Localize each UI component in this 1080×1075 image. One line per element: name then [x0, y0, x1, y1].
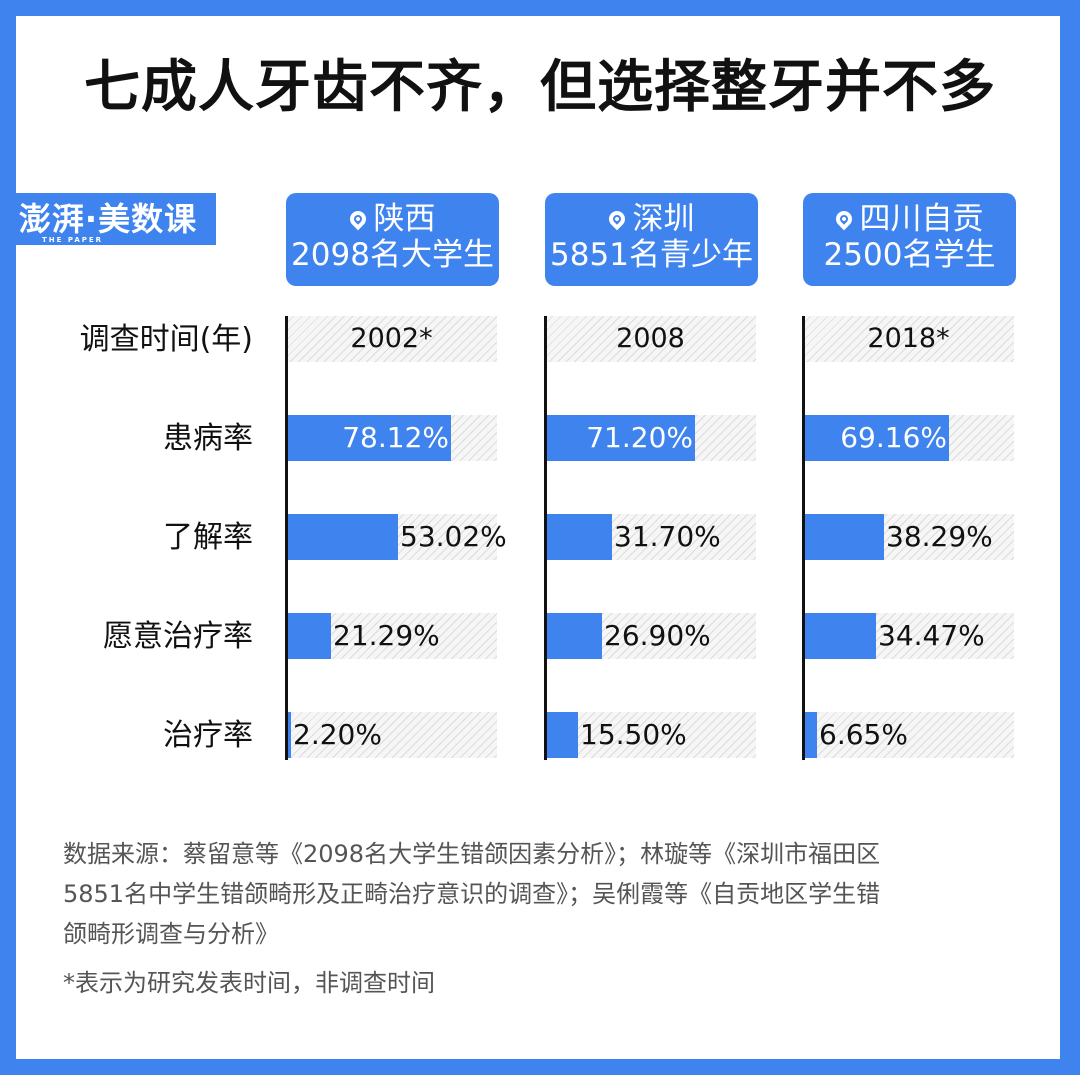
source-line: 颌畸形调查与分析》: [63, 920, 279, 948]
data-label: 34.47%: [878, 619, 985, 652]
bar: [545, 613, 602, 659]
location-pin-icon: [346, 207, 369, 231]
bar-track: [803, 712, 1014, 758]
chart-title: 七成人牙齿不齐，但选择整牙并不多: [84, 55, 996, 120]
bar-track: [545, 712, 756, 758]
region-sample: 2098名大学生: [291, 237, 494, 273]
data-label: 15.50%: [580, 718, 687, 751]
region-header-shenzhen: 深圳 5851名青少年: [545, 193, 758, 286]
bar: [545, 514, 612, 560]
logo-subtext: THE PAPER: [42, 236, 104, 244]
source-line: 数据来源：蔡留意等《2098名大学生错颌因素分析》；林璇等《深圳市福田区: [63, 840, 881, 868]
bar: [286, 415, 451, 461]
axis-line: [285, 316, 288, 760]
region-sample: 2500名学生: [823, 237, 996, 273]
year-track: [545, 316, 756, 362]
footnote-note: *表示为研究发表时间，非调查时间: [63, 969, 435, 997]
data-label: 6.65%: [819, 718, 908, 751]
region-sample: 5851名青少年: [550, 237, 753, 273]
year-value: 2018*: [867, 323, 950, 354]
row-label-willingness: 愿意治疗率: [103, 619, 253, 654]
row-label-prevalence: 患病率: [163, 421, 253, 456]
logo-text: 澎湃·美数课: [18, 200, 198, 238]
data-label: 38.29%: [886, 520, 993, 553]
data-label: 53.02%: [400, 520, 507, 553]
data-label: 2.20%: [293, 718, 382, 751]
bar-track: [286, 712, 497, 758]
bar: [286, 514, 398, 560]
axis-line: [544, 316, 547, 760]
year-track: [803, 316, 1014, 362]
region-place: 深圳: [632, 201, 695, 237]
year-value: 2002*: [350, 323, 433, 354]
bar: [803, 514, 884, 560]
location-pin-icon: [832, 207, 855, 231]
row-label-awareness: 了解率: [163, 520, 253, 555]
bar: [545, 415, 695, 461]
data-label: 78.12%: [342, 421, 449, 454]
source-line: 5851名中学生错颌畸形及正畸治疗意识的调查》；吴俐霞等《自贡地区学生错: [63, 880, 881, 908]
data-label: 71.20%: [586, 421, 693, 454]
bar: [803, 613, 876, 659]
bar: [286, 613, 331, 659]
data-label: 31.70%: [614, 520, 721, 553]
source-text: 数据来源：蔡留意等《2098名大学生错颌因素分析》；林璇等《深圳市福田区 585…: [63, 834, 1023, 954]
bar: [545, 712, 578, 758]
region-header-zigong: 四川自贡 2500名学生: [803, 193, 1016, 286]
data-label: 21.29%: [333, 619, 440, 652]
bar: [286, 712, 291, 758]
region-header-shaanxi: 陕西 2098名大学生: [286, 193, 499, 286]
bar: [803, 415, 949, 461]
row-label-treatment: 治疗率: [163, 718, 253, 753]
row-label-year: 调查时间(年): [79, 322, 253, 357]
logo: 澎湃·美数课: [0, 193, 216, 245]
axis-line: [802, 316, 805, 760]
year-value: 2008: [616, 323, 685, 354]
region-place: 陕西: [373, 201, 436, 237]
data-label: 69.16%: [840, 421, 947, 454]
bar: [803, 712, 817, 758]
year-track: [286, 316, 497, 362]
location-pin-icon: [605, 207, 628, 231]
region-place: 四川自贡: [859, 201, 984, 237]
data-label: 26.90%: [604, 619, 711, 652]
